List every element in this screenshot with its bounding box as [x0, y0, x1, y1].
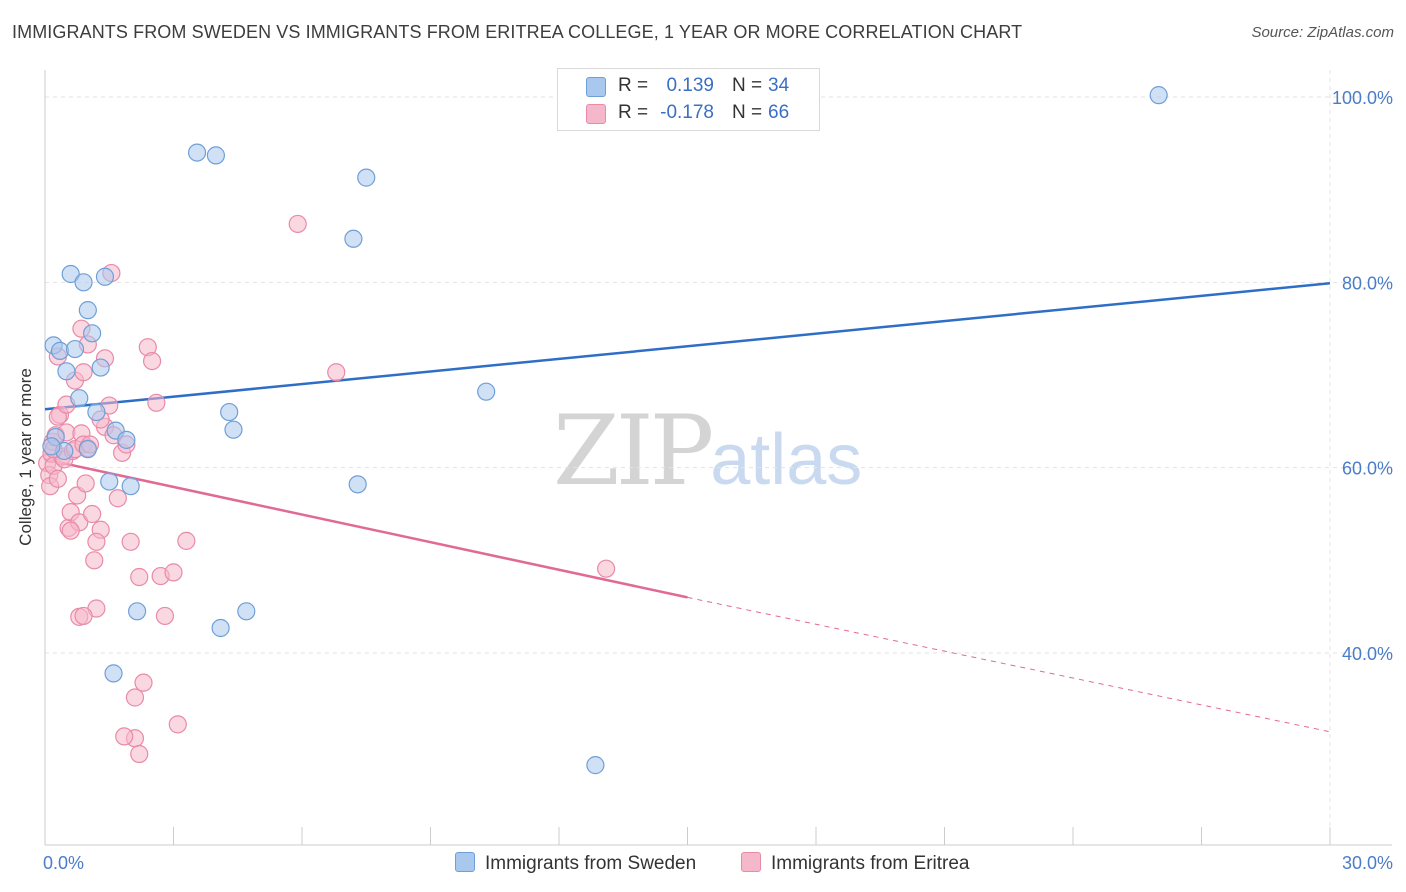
- watermark-atlas: atlas: [710, 420, 863, 500]
- n-value: 66: [768, 102, 790, 123]
- sweden-point: [65, 339, 85, 359]
- eritrea-point: [74, 363, 93, 382]
- sweden-point: [220, 402, 239, 422]
- axes: [44, 70, 1392, 846]
- tick-labels: 40.0% 60.0% 80.0% 100.0% 0.0% 30.0%: [43, 88, 1393, 873]
- sweden-point: [348, 475, 367, 494]
- sweden-point: [100, 472, 119, 491]
- sweden-point: [70, 389, 89, 408]
- sweden-trend-line: [44, 282, 1331, 411]
- sweden-point: [357, 168, 376, 187]
- watermark-zip: ZIP: [553, 395, 714, 507]
- r-label: R =: [618, 75, 649, 96]
- eritrea-point: [177, 531, 196, 550]
- eritrea-point: [87, 532, 106, 551]
- eritrea-point: [115, 727, 134, 746]
- sweden-point: [121, 477, 140, 496]
- legend-item-eritrea: Immigrants from Eritrea: [741, 852, 969, 875]
- sweden-point: [87, 402, 106, 422]
- x-tick-label: 0.0%: [43, 853, 84, 873]
- sweden-point: [237, 602, 256, 621]
- sweden-point: [586, 756, 605, 775]
- watermark: ZIPatlas: [553, 395, 862, 507]
- trend-lines: [44, 282, 1331, 733]
- r-label: R =: [618, 102, 649, 123]
- legend-item-sweden: Immigrants from Sweden: [455, 852, 696, 875]
- eritrea-point: [597, 559, 616, 578]
- sweden-swatch: [586, 77, 606, 97]
- eritrea-point: [121, 532, 140, 551]
- eritrea-point: [130, 567, 149, 587]
- legend-row-sweden: R = 0.139 N = 34: [558, 73, 819, 99]
- sweden-point: [83, 324, 102, 343]
- sweden-point: [224, 420, 243, 439]
- eritrea-swatch: [586, 104, 606, 124]
- eritrea-point: [61, 521, 80, 540]
- eritrea-point: [168, 715, 187, 734]
- source-label: Source: ZipAtlas.com: [1251, 24, 1394, 41]
- n-value: 34: [768, 75, 790, 96]
- sweden-point: [78, 440, 97, 459]
- sweden-point: [91, 358, 110, 377]
- eritrea-point: [76, 474, 95, 493]
- eritrea-point: [147, 393, 166, 412]
- y-tick-label: 100.0%: [1332, 88, 1393, 108]
- chart-title: IMMIGRANTS FROM SWEDEN VS IMMIGRANTS FRO…: [12, 22, 1023, 42]
- r-value: 0.139: [666, 75, 714, 96]
- grid-lines: [45, 70, 1392, 845]
- sweden-point: [344, 229, 363, 248]
- sweden-point: [117, 430, 136, 449]
- legend-label-eritrea: Immigrants from Eritrea: [771, 853, 970, 874]
- eritrea-point: [155, 606, 175, 626]
- eritrea-point: [327, 363, 346, 382]
- sweden-point: [1149, 86, 1168, 105]
- eritrea-point: [130, 744, 149, 764]
- sweden-points: [42, 86, 1168, 775]
- eritrea-point: [85, 551, 104, 570]
- eritrea-point: [83, 504, 102, 524]
- sweden-point: [57, 362, 76, 381]
- eritrea-point: [108, 489, 127, 508]
- eritrea-point: [164, 563, 183, 582]
- eritrea-point: [125, 688, 145, 707]
- x-tick-label: 30.0%: [1342, 853, 1393, 873]
- eritrea-point: [134, 673, 153, 692]
- eritrea-point: [74, 606, 93, 626]
- sweden-point: [95, 267, 115, 286]
- eritrea-swatch: [741, 852, 761, 872]
- sweden-swatch: [455, 852, 475, 872]
- eritrea-point: [48, 469, 67, 488]
- eritrea-trend-extension: [687, 596, 1331, 733]
- sweden-point: [50, 341, 70, 361]
- y-tick-label: 40.0%: [1342, 644, 1393, 664]
- sweden-point: [74, 273, 93, 292]
- y-tick-label: 80.0%: [1342, 273, 1393, 293]
- n-label: N =: [732, 75, 763, 96]
- sweden-point: [42, 437, 61, 456]
- sweden-point: [211, 618, 230, 638]
- sweden-point: [187, 143, 207, 162]
- sweden-point: [78, 301, 97, 320]
- legend-label-sweden: Immigrants from Sweden: [485, 853, 697, 874]
- sweden-point: [61, 264, 80, 284]
- r-value: -0.178: [660, 102, 714, 123]
- eritrea-point: [288, 214, 307, 234]
- sweden-point: [104, 664, 123, 683]
- eritrea-point: [142, 352, 162, 371]
- sweden-point: [477, 382, 496, 401]
- sweden-point: [206, 146, 226, 165]
- correlation-legend: R = 0.139 N = 34 R = -0.178 N = 66: [557, 68, 820, 131]
- eritrea-trend-line: [44, 458, 688, 599]
- n-label: N =: [732, 102, 763, 123]
- sweden-point: [127, 602, 147, 621]
- legend-row-eritrea: R = -0.178 N = 66: [558, 100, 819, 126]
- y-tick-label: 60.0%: [1342, 459, 1393, 479]
